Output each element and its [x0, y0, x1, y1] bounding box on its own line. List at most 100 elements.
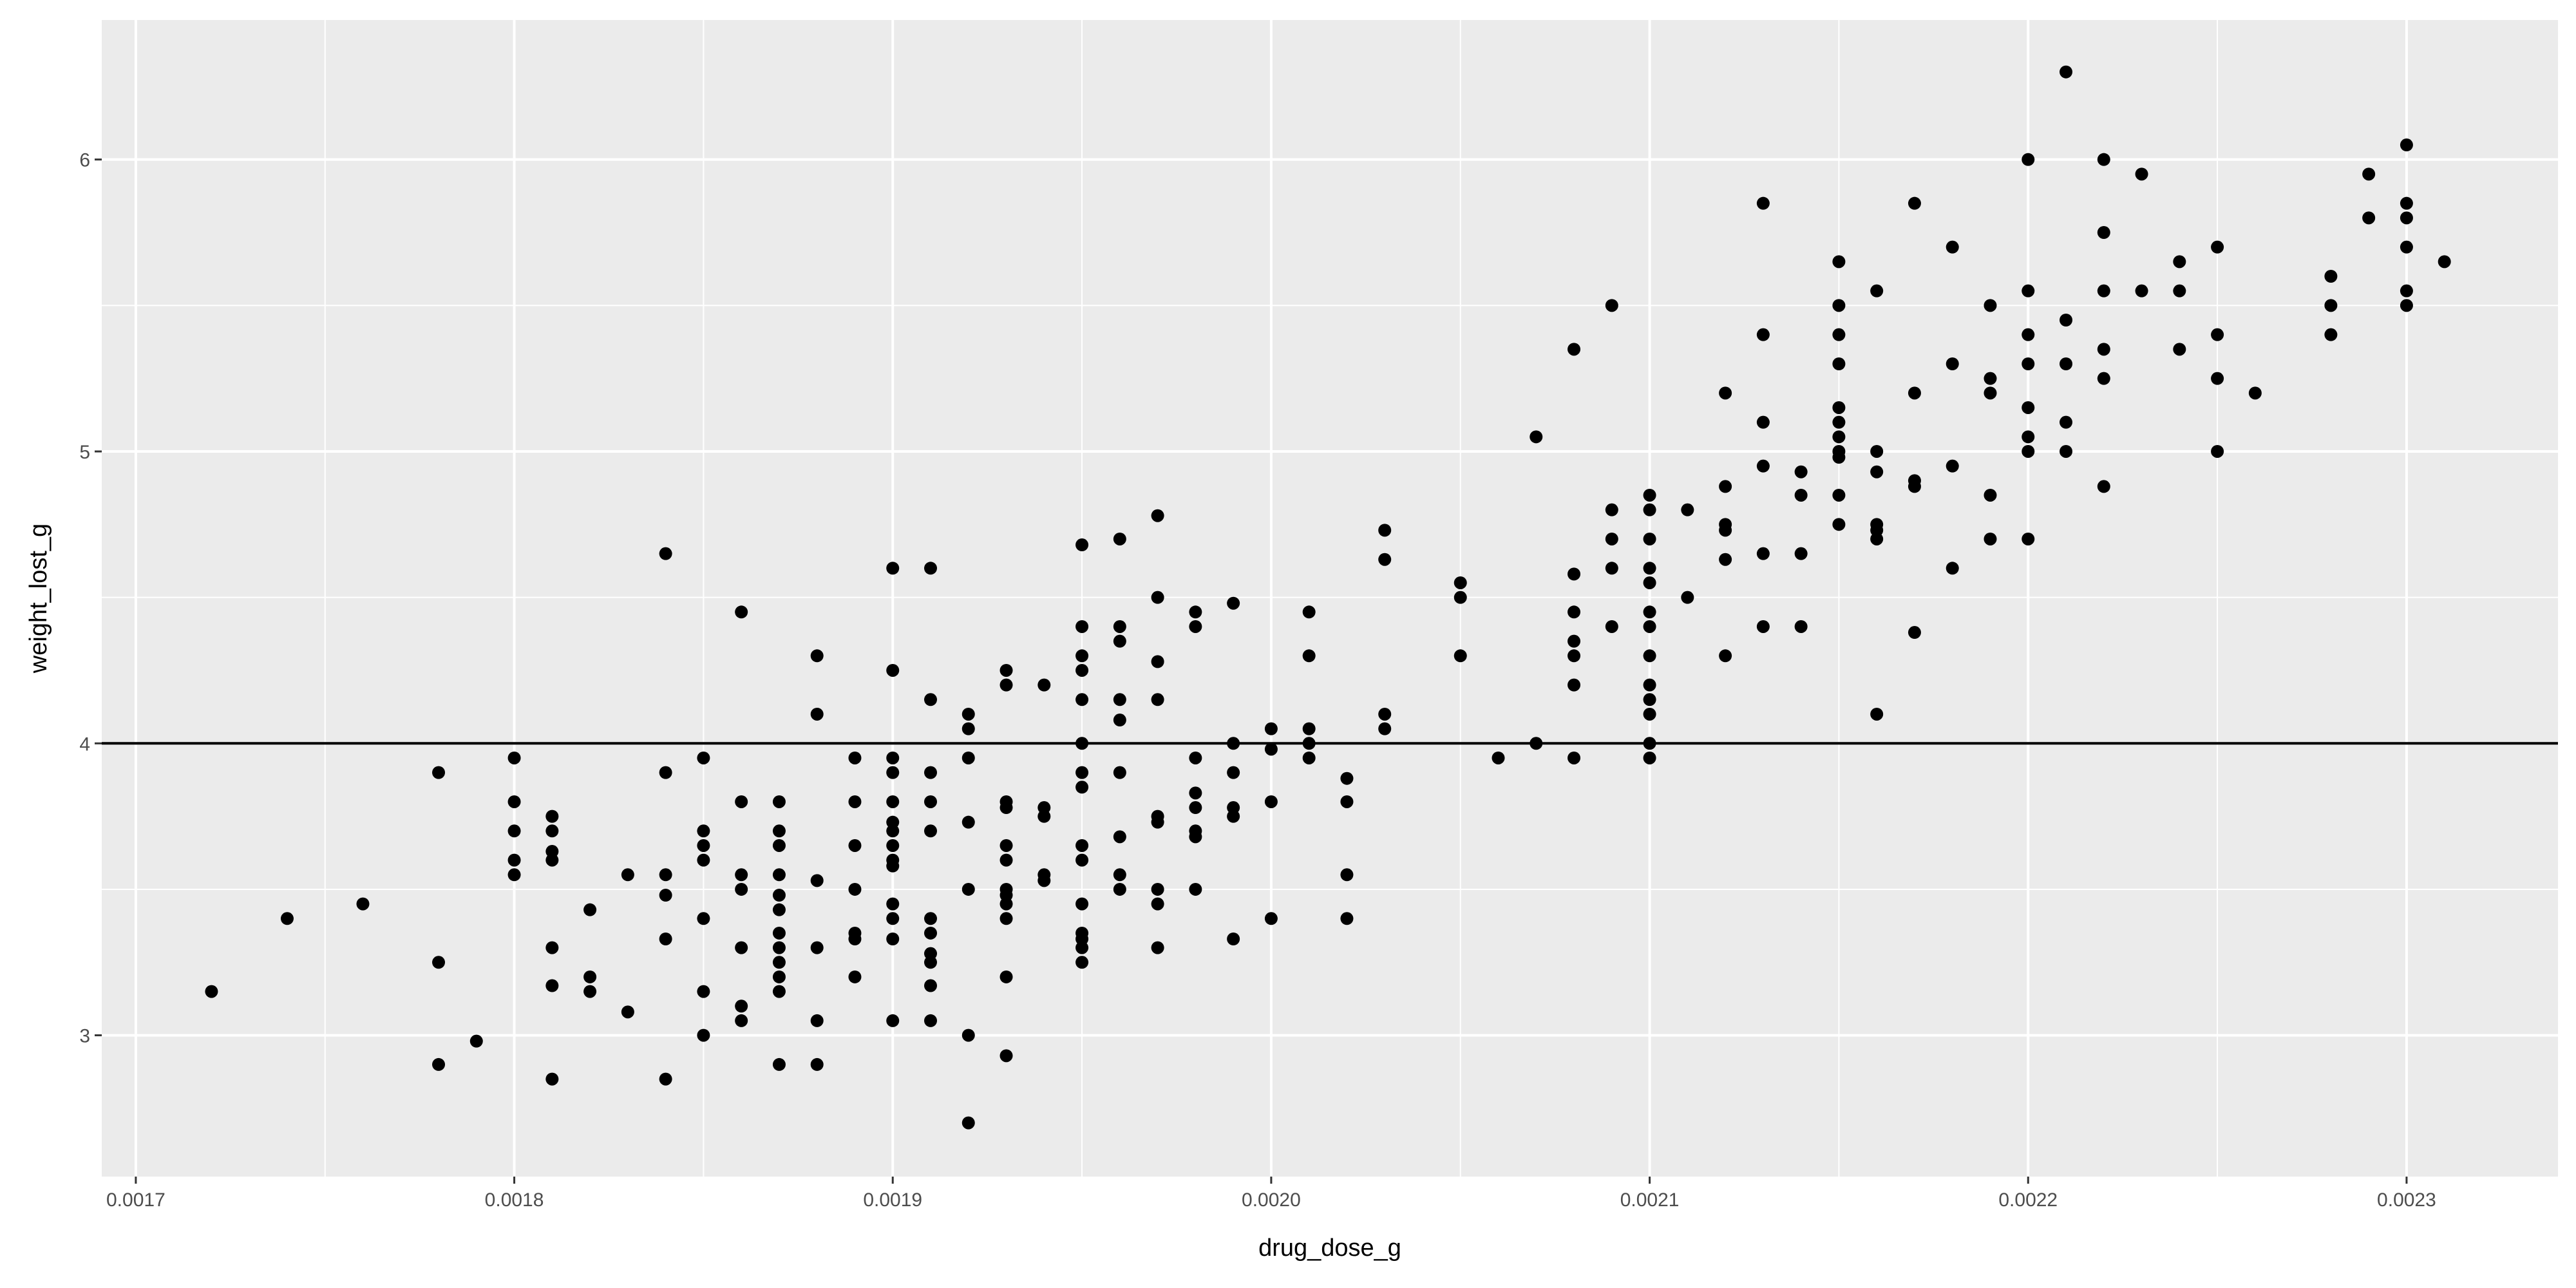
point — [1605, 532, 1618, 545]
x-tick-label: 0.0020 — [1242, 1189, 1301, 1211]
point — [432, 766, 446, 779]
point — [697, 985, 710, 998]
point — [583, 985, 597, 998]
point — [1643, 707, 1656, 721]
point — [2248, 386, 2262, 400]
point — [2097, 372, 2110, 385]
point — [2060, 65, 2073, 79]
point — [1756, 415, 1770, 429]
point — [1075, 941, 1089, 954]
point — [772, 926, 786, 940]
point — [2400, 196, 2413, 210]
point — [999, 897, 1013, 911]
point — [1075, 649, 1089, 663]
point — [1151, 655, 1164, 668]
point — [659, 933, 672, 946]
point — [697, 912, 710, 925]
point — [924, 926, 938, 940]
point — [1756, 620, 1770, 633]
point — [621, 1005, 634, 1019]
point — [1832, 430, 1846, 444]
point — [810, 707, 824, 721]
point — [810, 1057, 824, 1071]
point — [1227, 810, 1240, 823]
point — [735, 1014, 748, 1027]
point — [810, 874, 824, 887]
point — [924, 912, 938, 925]
point — [1530, 430, 1543, 444]
point — [659, 868, 672, 882]
point — [2324, 270, 2338, 283]
point — [2173, 284, 2186, 298]
point — [1832, 255, 1846, 269]
point — [961, 707, 975, 721]
point — [1264, 912, 1278, 925]
y-tick-label: 4 — [79, 734, 90, 755]
point — [961, 722, 975, 735]
point — [1946, 240, 1959, 254]
point — [735, 999, 748, 1013]
point — [545, 979, 559, 992]
point — [1189, 620, 1202, 633]
point — [1984, 386, 1997, 400]
point — [848, 933, 862, 946]
point — [1681, 503, 1694, 516]
point — [1151, 882, 1164, 896]
point — [1794, 488, 1808, 502]
point — [999, 801, 1013, 815]
point — [2211, 372, 2224, 385]
point — [2324, 299, 2338, 312]
point — [469, 1034, 483, 1048]
point — [1302, 649, 1316, 663]
point — [1075, 781, 1089, 794]
point — [1832, 451, 1846, 464]
point — [1832, 401, 1846, 414]
point — [545, 1072, 559, 1086]
point — [1189, 882, 1202, 896]
x-tick-label: 0.0022 — [1998, 1189, 2058, 1211]
point — [1151, 815, 1164, 829]
point — [1946, 357, 1959, 370]
point — [886, 838, 900, 852]
point — [1643, 678, 1656, 692]
point — [1756, 459, 1770, 473]
x-tick-label: 0.0018 — [485, 1189, 544, 1211]
point — [1264, 722, 1278, 735]
point — [735, 941, 748, 954]
point — [1605, 503, 1618, 516]
point — [545, 824, 559, 838]
point — [924, 956, 938, 969]
point — [2022, 284, 2035, 298]
point — [507, 824, 521, 838]
point — [1492, 751, 1505, 764]
point — [659, 1072, 672, 1086]
point — [2211, 444, 2224, 458]
point — [2060, 415, 2073, 429]
point — [1719, 480, 1732, 493]
point — [1567, 634, 1581, 648]
point — [1378, 553, 1392, 566]
point — [1908, 386, 1921, 400]
point — [1037, 810, 1051, 823]
point — [697, 853, 710, 867]
point — [659, 547, 672, 560]
point — [924, 824, 938, 838]
point — [1037, 874, 1051, 887]
point — [1075, 838, 1089, 852]
point — [924, 979, 938, 992]
point — [1643, 605, 1656, 619]
point — [1113, 634, 1126, 648]
point — [205, 985, 218, 998]
point — [2022, 153, 2035, 166]
point — [659, 766, 672, 779]
point — [432, 1057, 446, 1071]
point — [2135, 167, 2148, 181]
point — [2022, 328, 2035, 341]
point — [2060, 313, 2073, 327]
point — [2400, 138, 2413, 152]
point — [1946, 562, 1959, 575]
point — [697, 838, 710, 852]
point — [1719, 553, 1732, 566]
point — [1113, 532, 1126, 545]
point — [1340, 912, 1354, 925]
